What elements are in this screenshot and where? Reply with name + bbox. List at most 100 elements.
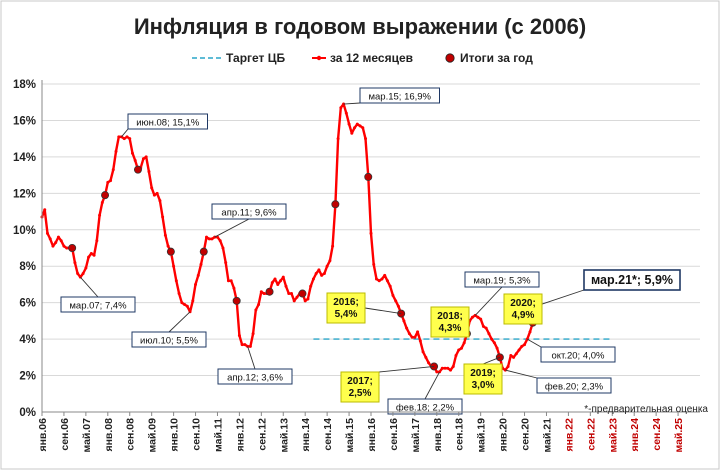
annotation-leader	[343, 102, 361, 105]
series-point	[221, 246, 225, 250]
annotation-box	[326, 292, 366, 324]
footnote: *-предварительная оценка	[584, 404, 708, 415]
series-point	[287, 292, 291, 296]
series-point	[56, 235, 60, 239]
series-point	[292, 299, 296, 303]
annotation-box	[503, 293, 543, 325]
y-tick-label: 10%	[13, 225, 36, 237]
x-tick-label: сен.18	[454, 418, 466, 451]
annotation-leader	[121, 128, 129, 138]
x-tick-label: май.07	[81, 418, 93, 453]
x-tick-label: сен.12	[256, 418, 268, 451]
annotation-label: мар.07; 7,4%	[69, 301, 127, 312]
x-tick-label: янв.20	[498, 418, 510, 452]
series-point	[259, 290, 263, 294]
series-point	[446, 366, 450, 370]
series-point	[262, 292, 266, 296]
annotation-leader	[378, 365, 435, 373]
series-point	[517, 348, 521, 352]
series-point	[125, 135, 129, 139]
annotation-label: окт.20; 4,0%	[552, 351, 606, 362]
y-tick-label: 6%	[19, 298, 36, 310]
x-tick-label: сен.20	[520, 418, 532, 451]
series-point	[372, 262, 376, 266]
annotation-leader	[474, 286, 503, 316]
series-point	[141, 157, 145, 161]
series-point	[369, 231, 373, 235]
annotation-leader	[540, 289, 585, 305]
series-point	[54, 241, 58, 245]
series-point	[457, 348, 461, 352]
x-tick-label: янв.22	[563, 418, 575, 452]
x-tick-label: сен.06	[59, 418, 71, 451]
annotation-box	[430, 306, 470, 338]
series-point	[306, 297, 310, 301]
series-point	[325, 264, 329, 268]
series-point	[155, 191, 159, 195]
series-point	[152, 193, 156, 197]
series-point	[158, 199, 162, 203]
series-point	[163, 233, 167, 237]
x-tick-label: янв.08	[103, 418, 115, 452]
annotation-box	[583, 269, 681, 291]
annotation-label: 2020;	[510, 298, 536, 309]
series-point	[418, 339, 422, 343]
series-point	[402, 319, 406, 323]
y-tick-label: 14%	[13, 152, 36, 164]
year-end-dot	[199, 247, 208, 256]
series-point	[424, 355, 428, 359]
annotation-label: апр.11; 9,6%	[221, 208, 277, 219]
series-point	[385, 279, 389, 283]
series-point	[470, 315, 474, 319]
year-end-dot	[166, 247, 175, 256]
year-end-dot	[265, 287, 274, 296]
series-point	[449, 368, 453, 372]
annotation-leader	[482, 356, 501, 365]
annotation-box	[359, 87, 440, 104]
series-point	[487, 332, 491, 336]
series-point	[89, 251, 93, 255]
annotation-box	[463, 363, 503, 395]
series-point	[161, 215, 165, 219]
year-end-dot	[232, 296, 241, 305]
series-point	[43, 208, 47, 212]
series-point	[207, 237, 211, 241]
chart-title: Инфляция в годовом выражении (с 2006)	[134, 14, 586, 39]
series-point	[520, 344, 524, 348]
series-point	[443, 366, 447, 370]
series-point	[284, 284, 288, 288]
year-end-dot	[331, 200, 340, 209]
annotation-label: 2016;	[333, 297, 359, 308]
annotation-leader	[80, 276, 99, 298]
legend-swatch-dot	[445, 53, 455, 63]
annotation-label: 2019;	[470, 368, 496, 379]
series-point	[98, 213, 102, 217]
annotations: июн.08; 15,1% мар.07; 7,4% апр.11; 9,6% июл…	[60, 87, 681, 415]
x-tick-label: сен.10	[191, 418, 203, 451]
y-tick-label: 4%	[19, 334, 36, 346]
series-point	[273, 277, 277, 281]
series-point	[355, 122, 359, 126]
x-tick-label: янв.24	[629, 418, 641, 452]
series-point	[87, 255, 91, 259]
series-point	[226, 279, 230, 283]
legend: Таргет ЦБ за 12 месяцев Итоги за год	[192, 51, 533, 65]
year-end-dot	[364, 172, 373, 181]
legend-label: Таргет ЦБ	[226, 51, 286, 65]
series-point	[481, 324, 485, 328]
annotation-box	[464, 271, 540, 288]
series-point	[506, 364, 510, 368]
x-tick-label: май.23	[607, 418, 619, 453]
series-point	[229, 279, 233, 283]
series-point	[232, 286, 236, 290]
series-point	[147, 169, 151, 173]
annotation-box	[127, 113, 208, 130]
series-point	[51, 244, 55, 248]
series-point	[100, 200, 104, 204]
x-tick-label: янв.06	[37, 418, 49, 452]
x-tick-label: янв.16	[366, 418, 378, 452]
x-tick-label: сен.22	[585, 418, 597, 451]
y-tick-label: 12%	[13, 188, 36, 200]
